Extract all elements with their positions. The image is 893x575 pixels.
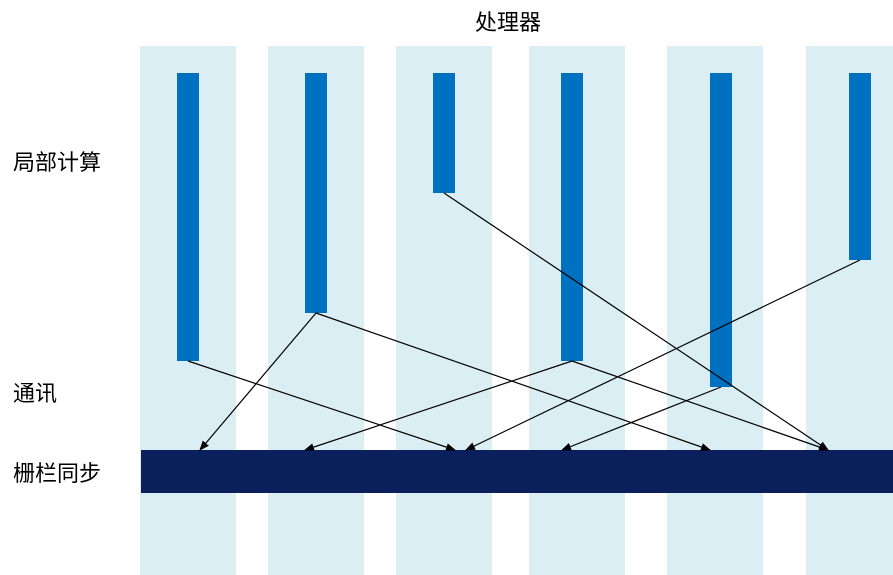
message-arrow — [199, 312, 317, 451]
message-arrow — [465, 259, 861, 451]
message-arrow — [187, 360, 456, 451]
compute-bars — [177, 73, 871, 387]
compute-bar-2 — [305, 73, 327, 313]
message-arrow — [561, 386, 722, 451]
compute-bar-5 — [710, 73, 732, 387]
phase-label-barrier-sync: 栅栏同步 — [13, 462, 101, 487]
message-arrow — [571, 360, 829, 451]
compute-bar-3 — [433, 73, 455, 193]
diagram-title: 处理器 — [475, 11, 541, 36]
processor-lanes — [140, 46, 893, 575]
message-arrow — [315, 312, 711, 451]
communication-arrows — [187, 192, 861, 451]
barrier-sync-bar — [141, 450, 893, 493]
message-arrow — [443, 192, 829, 451]
message-arrow — [304, 360, 573, 451]
compute-bar-6 — [849, 73, 871, 260]
phase-label-communication: 通讯 — [13, 382, 57, 407]
phase-label-local-compute: 局部计算 — [13, 151, 101, 176]
compute-bar-4 — [561, 73, 583, 361]
compute-bar-1 — [177, 73, 199, 361]
